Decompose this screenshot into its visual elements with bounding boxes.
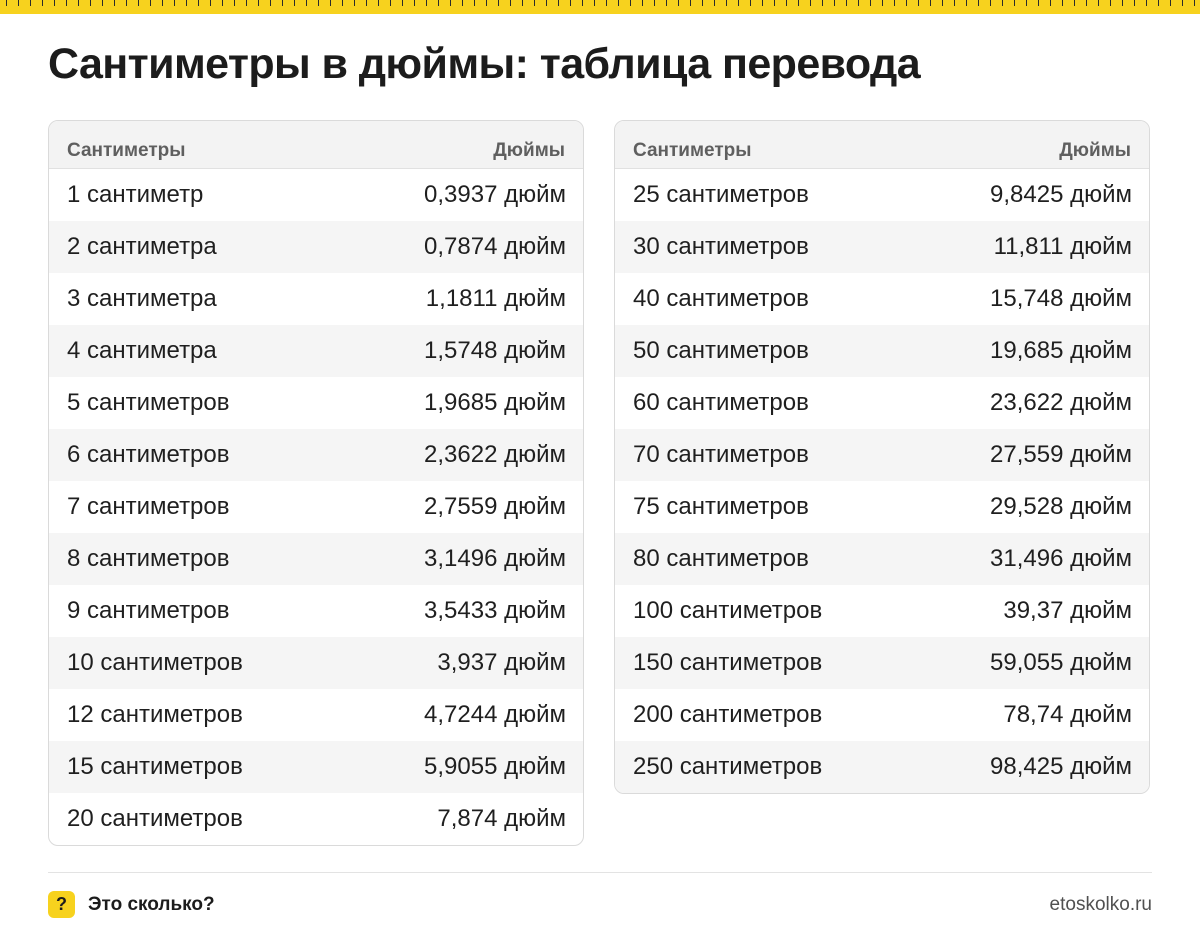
table-row: 1 сантиметр 0,3937 дюйм bbox=[49, 169, 583, 221]
centimeters-cell: 10 сантиметров bbox=[67, 649, 243, 676]
question-mark-badge-icon: ? bbox=[48, 891, 75, 918]
table-body: 25 сантиметров 9,8425 дюйм 30 сантиметров 1… bbox=[615, 169, 1149, 793]
header-inches: Дюймы bbox=[493, 140, 565, 161]
table-row: 100 сантиметров 39,37 дюйм bbox=[615, 585, 1149, 637]
inches-cell: 1,1811 дюйм bbox=[425, 285, 566, 312]
centimeters-cell: 70 сантиметров bbox=[633, 441, 809, 468]
centimeters-cell: 5 сантиметров bbox=[67, 389, 230, 416]
inches-cell: 0,3937 дюйм bbox=[424, 181, 566, 208]
table-row: 9 сантиметров 3,5433 дюйм bbox=[49, 585, 583, 637]
inches-cell: 0,7874 дюйм bbox=[424, 233, 566, 260]
centimeters-cell: 80 сантиметров bbox=[633, 545, 809, 572]
inches-cell: 9,8425 дюйм bbox=[990, 181, 1132, 208]
inches-cell: 3,1496 дюйм bbox=[424, 545, 566, 572]
centimeters-cell: 40 сантиметров bbox=[633, 285, 809, 312]
table-row: 12 сантиметров 4,7244 дюйм bbox=[49, 689, 583, 741]
inches-cell: 3,937 дюйм bbox=[437, 649, 566, 676]
inches-cell: 7,874 дюйм bbox=[437, 805, 566, 832]
centimeters-cell: 200 сантиметров bbox=[633, 701, 823, 728]
inches-cell: 11,811 дюйм bbox=[993, 233, 1132, 260]
table-header: Сантиметры Дюймы bbox=[49, 121, 583, 169]
table-row: 7 сантиметров 2,7559 дюйм bbox=[49, 481, 583, 533]
table-row: 15 сантиметров 5,9055 дюйм bbox=[49, 741, 583, 793]
table-row: 5 сантиметров 1,9685 дюйм bbox=[49, 377, 583, 429]
inches-cell: 15,748 дюйм bbox=[990, 285, 1132, 312]
inches-cell: 98,425 дюйм bbox=[990, 753, 1132, 780]
table-row: 30 сантиметров 11,811 дюйм bbox=[615, 221, 1149, 273]
centimeters-cell: 2 сантиметра bbox=[67, 233, 217, 260]
inches-cell: 1,9685 дюйм bbox=[424, 389, 566, 416]
table-row: 10 сантиметров 3,937 дюйм bbox=[49, 637, 583, 689]
table-body: 1 сантиметр 0,3937 дюйм 2 сантиметра 0,7874… bbox=[49, 169, 583, 845]
table-row: 40 сантиметров 15,748 дюйм bbox=[615, 273, 1149, 325]
brand-name: Это сколько? bbox=[88, 894, 215, 915]
inches-cell: 4,7244 дюйм bbox=[424, 701, 566, 728]
conversion-table-right: Сантиметры Дюймы 25 сантиметров 9,8425 дю… bbox=[614, 120, 1150, 794]
inches-cell: 3,5433 дюйм bbox=[424, 597, 566, 624]
table-row: 20 сантиметров 7,874 дюйм bbox=[49, 793, 583, 845]
table-row: 4 сантиметра 1,5748 дюйм bbox=[49, 325, 583, 377]
centimeters-cell: 8 сантиметров bbox=[67, 545, 230, 572]
centimeters-cell: 150 сантиметров bbox=[633, 649, 823, 676]
footer-divider bbox=[48, 872, 1152, 873]
table-row: 60 сантиметров 23,622 дюйм bbox=[615, 377, 1149, 429]
site-url: etoskolko.ru bbox=[1049, 894, 1152, 915]
table-row: 70 сантиметров 27,559 дюйм bbox=[615, 429, 1149, 481]
centimeters-cell: 25 сантиметров bbox=[633, 181, 809, 208]
table-row: 50 сантиметров 19,685 дюйм bbox=[615, 325, 1149, 377]
header-centimeters: Сантиметры bbox=[633, 140, 752, 161]
inches-cell: 78,74 дюйм bbox=[1003, 701, 1132, 728]
table-row: 8 сантиметров 3,1496 дюйм bbox=[49, 533, 583, 585]
inches-cell: 59,055 дюйм bbox=[990, 649, 1132, 676]
header-inches: Дюймы bbox=[1059, 140, 1131, 161]
inches-cell: 2,3622 дюйм bbox=[424, 441, 566, 468]
centimeters-cell: 100 сантиметров bbox=[633, 597, 823, 624]
centimeters-cell: 50 сантиметров bbox=[633, 337, 809, 364]
centimeters-cell: 60 сантиметров bbox=[633, 389, 809, 416]
centimeters-cell: 15 сантиметров bbox=[67, 753, 243, 780]
table-header: Сантиметры Дюймы bbox=[615, 121, 1149, 169]
centimeters-cell: 3 сантиметра bbox=[67, 285, 217, 312]
ruler-strip-decoration bbox=[0, 0, 1200, 14]
page-title: Сантиметры в дюймы: таблица перевода bbox=[48, 40, 921, 88]
centimeters-cell: 75 сантиметров bbox=[633, 493, 809, 520]
centimeters-cell: 4 сантиметра bbox=[67, 337, 217, 364]
table-row: 6 сантиметров 2,3622 дюйм bbox=[49, 429, 583, 481]
inches-cell: 29,528 дюйм bbox=[990, 493, 1132, 520]
inches-cell: 39,37 дюйм bbox=[1003, 597, 1132, 624]
inches-cell: 27,559 дюйм bbox=[990, 441, 1132, 468]
table-row: 75 сантиметров 29,528 дюйм bbox=[615, 481, 1149, 533]
table-row: 2 сантиметра 0,7874 дюйм bbox=[49, 221, 583, 273]
inches-cell: 31,496 дюйм bbox=[990, 545, 1132, 572]
centimeters-cell: 7 сантиметров bbox=[67, 493, 230, 520]
table-row: 80 сантиметров 31,496 дюйм bbox=[615, 533, 1149, 585]
centimeters-cell: 30 сантиметров bbox=[633, 233, 809, 260]
table-row: 250 сантиметров 98,425 дюйм bbox=[615, 741, 1149, 793]
centimeters-cell: 20 сантиметров bbox=[67, 805, 243, 832]
centimeters-cell: 6 сантиметров bbox=[67, 441, 230, 468]
inches-cell: 23,622 дюйм bbox=[990, 389, 1132, 416]
inches-cell: 19,685 дюйм bbox=[990, 337, 1132, 364]
inches-cell: 2,7559 дюйм bbox=[424, 493, 566, 520]
centimeters-cell: 250 сантиметров bbox=[633, 753, 823, 780]
conversion-table-left: Сантиметры Дюймы 1 сантиметр 0,3937 дюйм 2… bbox=[48, 120, 584, 846]
inches-cell: 1,5748 дюйм bbox=[424, 337, 566, 364]
table-row: 150 сантиметров 59,055 дюйм bbox=[615, 637, 1149, 689]
inches-cell: 5,9055 дюйм bbox=[424, 753, 566, 780]
table-row: 200 сантиметров 78,74 дюйм bbox=[615, 689, 1149, 741]
table-row: 25 сантиметров 9,8425 дюйм bbox=[615, 169, 1149, 221]
header-centimeters: Сантиметры bbox=[67, 140, 186, 161]
centimeters-cell: 9 сантиметров bbox=[67, 597, 230, 624]
table-row: 3 сантиметра 1,1811 дюйм bbox=[49, 273, 583, 325]
centimeters-cell: 1 сантиметр bbox=[67, 181, 204, 208]
centimeters-cell: 12 сантиметров bbox=[67, 701, 243, 728]
